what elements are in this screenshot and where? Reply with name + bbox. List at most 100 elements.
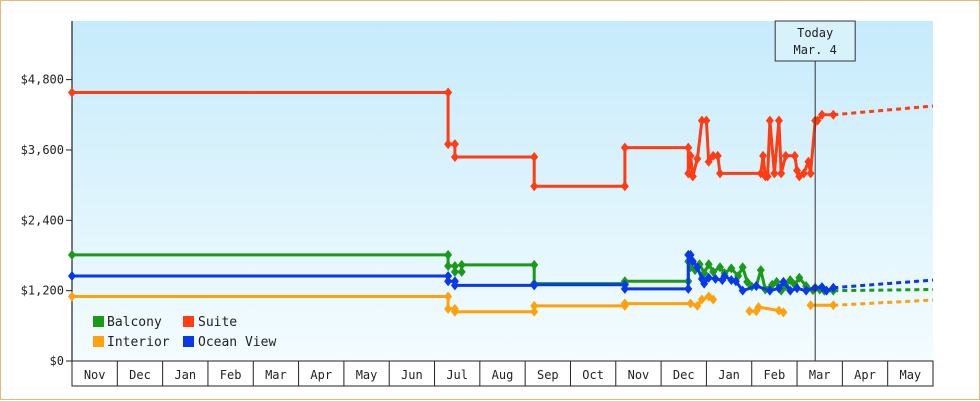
data-point	[620, 181, 629, 192]
data-point	[530, 259, 539, 270]
data-point	[806, 300, 815, 311]
data-point	[754, 302, 763, 313]
x-tick-label: Feb	[764, 368, 786, 382]
data-point	[700, 278, 709, 289]
forecast-line	[833, 298, 934, 307]
x-tick-label: Nov	[84, 368, 106, 382]
data-point	[684, 142, 693, 153]
data-point	[704, 259, 713, 270]
data-point	[743, 276, 752, 287]
x-tick-label: Oct	[582, 368, 604, 382]
legend: Balcony Suite Interior Ocean View	[93, 315, 276, 350]
data-point	[530, 306, 539, 317]
data-point	[727, 263, 736, 274]
x-tick-label: Mar	[265, 368, 287, 382]
data-point	[693, 262, 702, 273]
series-suite	[68, 87, 934, 192]
forecast-line	[833, 287, 934, 293]
y-tick-label: $2,400	[21, 213, 64, 227]
legend-label-suite: Suite	[198, 315, 237, 330]
today-label: Today	[797, 26, 833, 40]
x-tick-label: Sep	[537, 368, 559, 382]
data-point	[709, 150, 718, 161]
y-tick-label: $3,600	[21, 143, 64, 157]
data-point	[450, 152, 459, 162]
data-point	[709, 294, 718, 305]
data-point	[745, 306, 754, 317]
x-axis-band	[71, 360, 934, 387]
y-tick-label: $1,200	[21, 284, 64, 298]
data-point	[684, 283, 693, 294]
data-point	[68, 291, 76, 302]
data-point	[763, 171, 772, 182]
data-point	[817, 109, 826, 120]
series-line	[72, 91, 834, 188]
data-point	[530, 181, 539, 192]
data-point	[530, 300, 539, 311]
today-marker: Today Mar. 4	[774, 20, 856, 361]
data-point	[738, 262, 747, 273]
data-point	[774, 283, 783, 294]
data-point	[444, 276, 453, 287]
data-point	[444, 291, 453, 302]
data-point	[738, 285, 747, 296]
x-tick-label: Jun	[401, 368, 423, 382]
data-point	[804, 156, 813, 167]
legend-swatch-interior	[93, 336, 104, 347]
y-tick-label: $4,800	[21, 73, 64, 87]
data-point	[620, 142, 629, 153]
data-point	[697, 115, 706, 126]
legend-label-balcony: Balcony	[107, 315, 162, 330]
data-point	[806, 168, 815, 179]
data-point	[450, 261, 459, 272]
data-point	[693, 300, 702, 311]
x-tick-label: Jan	[718, 368, 740, 382]
data-point	[450, 306, 459, 317]
series-interior	[68, 291, 934, 318]
data-point	[68, 249, 76, 260]
x-tick-label: Mar	[809, 368, 831, 382]
series-layer	[68, 87, 934, 318]
data-point	[693, 153, 702, 164]
legend-label-ocean-view: Ocean View	[198, 335, 276, 350]
data-point	[795, 272, 804, 283]
series-ocean-view	[68, 249, 934, 296]
data-point	[444, 249, 453, 260]
y-axis: $0 $1,200 $2,400 $3,600 $4,800	[21, 21, 73, 368]
today-date: Mar. 4	[793, 43, 836, 57]
today-box	[774, 20, 856, 62]
legend-swatch-suite	[183, 316, 194, 327]
x-tick-label: Apr	[310, 368, 332, 382]
data-point	[779, 307, 788, 318]
legend-label-interior: Interior	[107, 335, 170, 350]
data-point	[530, 152, 539, 162]
data-point	[716, 168, 725, 179]
data-point	[765, 115, 774, 126]
x-axis: Nov Dec Jan Feb Mar Apr May Jun Jul Aug Sep Oct Nov D…	[71, 360, 934, 387]
x-tick-label: May	[899, 368, 921, 382]
data-point	[720, 271, 729, 281]
data-point	[704, 156, 713, 167]
x-tick-label: Apr	[854, 368, 876, 382]
data-point	[774, 115, 783, 126]
data-point	[770, 168, 779, 179]
data-point	[450, 280, 459, 291]
x-tick-label: Jul	[446, 368, 468, 382]
data-point	[704, 272, 713, 283]
data-point	[752, 280, 761, 291]
data-point	[444, 261, 453, 272]
data-point	[444, 303, 453, 314]
legend-swatch-ocean-view	[183, 336, 194, 347]
data-point	[686, 298, 695, 309]
data-point	[793, 283, 802, 294]
x-tick-label: Dec	[673, 368, 695, 382]
data-point	[697, 294, 706, 305]
data-point	[731, 276, 740, 287]
data-point	[620, 298, 629, 309]
data-point	[444, 139, 453, 150]
data-point	[620, 283, 629, 294]
data-point	[822, 285, 831, 296]
forecast-line	[833, 104, 934, 117]
data-point	[779, 276, 788, 287]
